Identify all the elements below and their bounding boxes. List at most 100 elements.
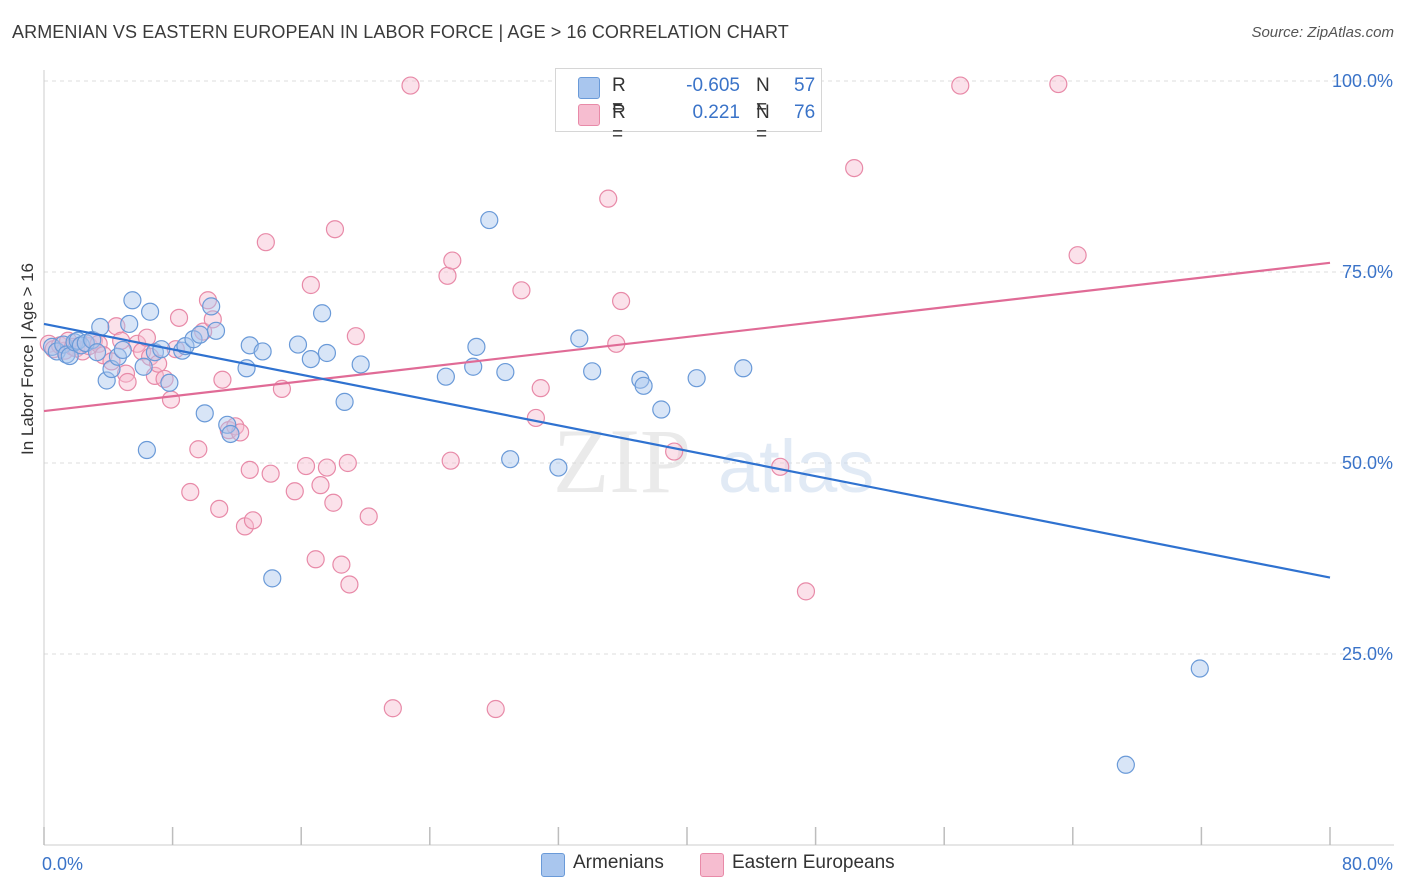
eastern-point xyxy=(359,507,378,526)
armenian-point xyxy=(570,329,589,348)
armenian-point xyxy=(206,321,226,340)
eastern-point xyxy=(531,379,550,398)
eastern-point xyxy=(1049,74,1068,94)
eastern-point xyxy=(486,699,505,719)
armenian-trend-line xyxy=(43,322,1331,579)
armenian-point xyxy=(301,349,320,369)
eastern-point xyxy=(301,275,320,295)
eastern-point xyxy=(210,499,229,518)
eastern-point xyxy=(213,370,232,389)
chart-title: ARMENIAN VS EASTERN EUROPEAN IN LABOR FO… xyxy=(12,22,789,42)
armenian-point xyxy=(263,569,282,588)
armenian-point xyxy=(480,210,499,230)
eastern-point xyxy=(261,464,280,483)
eastern-legend-swatch xyxy=(700,853,724,877)
eastern-point xyxy=(599,189,618,208)
eastern-points xyxy=(39,74,1087,719)
eastern-point xyxy=(181,482,200,502)
eastern-point xyxy=(401,76,420,95)
x-tick-label: 0.0% xyxy=(42,854,83,874)
eastern-point xyxy=(189,440,208,459)
eastern-point xyxy=(441,451,460,470)
y-tick-label: 50.0% xyxy=(1342,453,1393,473)
trend-lines xyxy=(43,261,1331,579)
eastern-point xyxy=(324,493,343,512)
gridlines xyxy=(44,80,1390,655)
eastern-point xyxy=(149,354,168,373)
eastern-point xyxy=(325,220,345,239)
armenian-point xyxy=(496,362,515,382)
armenian-point xyxy=(137,440,156,460)
eastern-point xyxy=(118,372,137,392)
armenian-point xyxy=(467,337,486,356)
axes xyxy=(43,70,1394,846)
eastern-point xyxy=(306,550,325,569)
eastern-point xyxy=(161,390,181,409)
armenians-legend-label: Armenians xyxy=(573,852,664,873)
armenian-point xyxy=(221,424,240,444)
eastern-point xyxy=(240,460,259,479)
eastern-point xyxy=(665,442,684,461)
eastern-point xyxy=(845,158,864,178)
eastern-point xyxy=(137,328,156,347)
eastern-point xyxy=(338,453,357,473)
armenian-point xyxy=(335,392,354,411)
eastern-point xyxy=(443,251,462,270)
eastern-point xyxy=(383,699,402,718)
eastern-point xyxy=(771,457,790,476)
armenian-point xyxy=(1190,659,1209,678)
armenians-swatch xyxy=(578,77,600,99)
armenian-point xyxy=(288,335,308,354)
r-label: R = xyxy=(612,75,626,118)
eastern-point xyxy=(243,511,263,530)
y-tick-label: 100.0% xyxy=(1332,71,1393,91)
r-value: 0.221 xyxy=(692,102,740,123)
armenian-point xyxy=(195,404,214,423)
armenian-point xyxy=(436,367,455,386)
y-axis-label: In Labor Force | Age > 16 xyxy=(18,262,37,455)
eastern-point xyxy=(1068,246,1087,265)
watermark-atlas: atlas xyxy=(718,425,874,508)
eastern-point xyxy=(203,310,222,329)
armenian-point xyxy=(351,355,370,374)
armenian-point xyxy=(123,291,142,310)
eastern-point xyxy=(296,456,316,476)
eastern-point xyxy=(526,408,545,428)
armenian-point xyxy=(160,373,179,392)
eastern-point xyxy=(796,582,816,601)
eastern-point xyxy=(512,281,531,300)
armenian-point xyxy=(202,297,221,316)
armenian-point xyxy=(71,336,91,355)
armenian-point xyxy=(634,376,653,395)
armenian-point xyxy=(312,304,332,323)
armenian-point xyxy=(687,369,706,388)
watermark: ZIP atlas xyxy=(553,410,874,512)
armenian-point xyxy=(97,371,116,390)
eastern-point xyxy=(951,76,970,95)
armenians-legend-swatch xyxy=(541,853,565,877)
armenian-point xyxy=(253,342,272,361)
r-label: R = xyxy=(612,102,626,145)
armenian-point xyxy=(734,359,753,378)
armenian-point xyxy=(549,458,568,477)
eastern-point xyxy=(311,476,330,495)
eastern-point xyxy=(438,266,457,285)
r-value: -0.605 xyxy=(686,75,740,96)
eastern-point xyxy=(285,482,304,501)
n-value: 57 xyxy=(794,75,816,96)
correlation-legend: R = -0.605 N = 57 R = 0.221 N = 76 xyxy=(555,68,822,145)
eastern-trend-line xyxy=(43,261,1331,413)
source-label: Source: ZipAtlas.com xyxy=(1251,24,1394,41)
eastern-point xyxy=(340,575,359,594)
armenian-point xyxy=(190,325,210,344)
y-tick-label: 75.0% xyxy=(1342,262,1393,282)
eastern-swatch xyxy=(578,104,600,126)
armenian-point xyxy=(134,357,153,376)
armenian-point xyxy=(54,335,73,354)
eastern-point xyxy=(332,555,351,574)
watermark-zip: ZIP xyxy=(553,410,691,512)
tick-labels: 25.0% 50.0% 75.0% 100.0% 0.0% 80.0% xyxy=(42,71,1393,874)
eastern-point xyxy=(611,291,631,311)
armenian-point xyxy=(87,343,107,362)
